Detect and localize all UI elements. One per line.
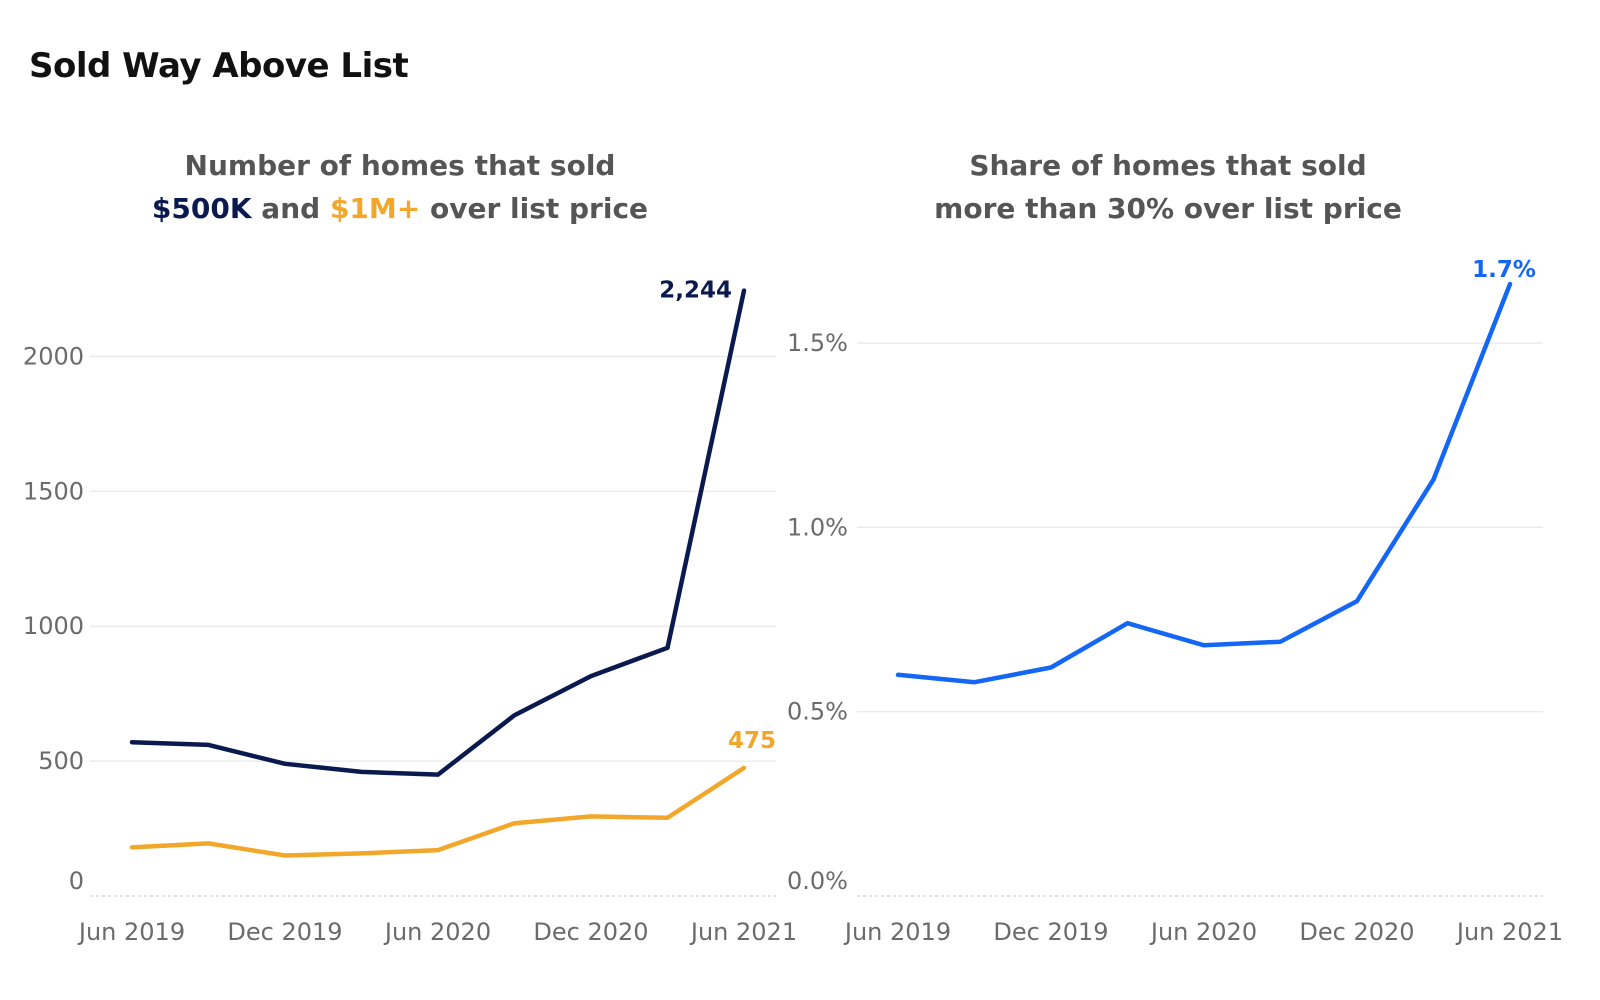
x-tick-label: Jun 2020 <box>383 918 491 946</box>
y-tick-label: 0.5% <box>787 698 848 726</box>
chart-main-title: Sold Way Above List <box>29 46 409 86</box>
panel-title-line-2: more than 30% over list price <box>934 192 1402 225</box>
x-tick-label: Dec 2019 <box>993 918 1108 946</box>
panel-title-line-1: Number of homes that sold <box>185 149 616 182</box>
x-tick-label: Jun 2020 <box>1149 918 1257 946</box>
series-line-1m <box>129 765 747 858</box>
panel-title-segment: Share of homes that sold <box>969 149 1366 182</box>
y-tick-label: 1.5% <box>787 329 848 357</box>
chart-panel-number-of-homes: Number of homes that sold $500K and $1M+ … <box>23 149 797 946</box>
y-tick-label: 1000 <box>23 612 84 640</box>
panel-title-line-2: $500K and $1M+ over list price <box>152 192 648 225</box>
panel-title-segment: more than 30% over list price <box>934 192 1402 225</box>
series-line-share <box>895 281 1513 685</box>
x-tick-label: Dec 2020 <box>533 918 648 946</box>
x-tick-label: Dec 2019 <box>227 918 342 946</box>
x-tick-label: Jun 2021 <box>689 918 797 946</box>
x-tick-label: Jun 2021 <box>1455 918 1563 946</box>
panel-title-segment: and <box>252 192 330 225</box>
y-tick-label: 1500 <box>23 477 84 505</box>
series-end-label: 475 <box>728 728 776 754</box>
panel-title-segment: $500K <box>152 192 253 225</box>
x-tick-label: Jun 2019 <box>843 918 951 946</box>
x-tick-label: Jun 2019 <box>77 918 185 946</box>
panel-title-segment: $1M+ <box>330 192 420 225</box>
series-end-label: 2,244 <box>659 278 732 304</box>
y-tick-label: 0.0% <box>787 867 848 895</box>
chart-panel-share-of-homes: Share of homes that sold more than 30% ov… <box>787 149 1563 946</box>
y-tick-label: 0 <box>69 867 84 895</box>
y-tick-label: 1.0% <box>787 513 848 541</box>
y-tick-label: 500 <box>38 747 84 775</box>
series-end-label: 1.7% <box>1472 257 1536 283</box>
panel-title-segment: over list price <box>420 192 648 225</box>
series-line-500k <box>129 288 747 777</box>
x-tick-label: Dec 2020 <box>1299 918 1414 946</box>
panel-title-segment: Number of homes that sold <box>185 149 616 182</box>
panel-title-line-1: Share of homes that sold <box>969 149 1366 182</box>
y-tick-label: 2000 <box>23 342 84 370</box>
